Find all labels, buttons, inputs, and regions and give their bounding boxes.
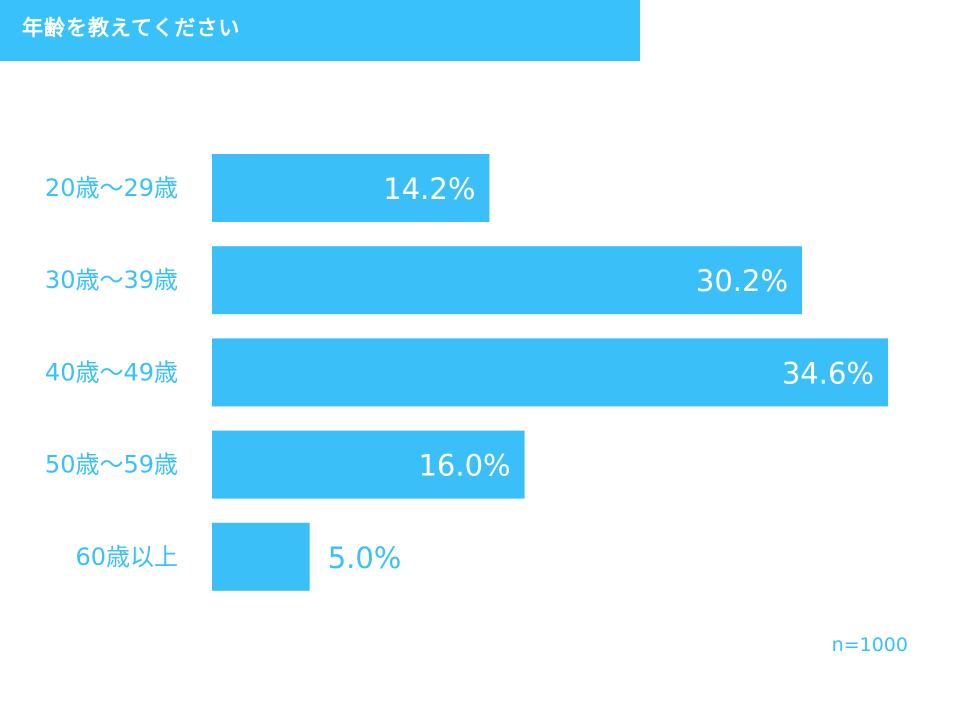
category-label-2: 30歳〜39歳 [45, 266, 178, 294]
value-label-3: 34.6% [782, 356, 874, 390]
value-label-4: 16.0% [418, 449, 510, 483]
category-label-1: 20歳〜29歳 [45, 174, 178, 202]
sample-size-note: n=1000 [831, 634, 908, 656]
bar-2 [212, 246, 803, 315]
bar-3 [212, 338, 888, 407]
category-label-5: 60歳以上 [75, 543, 178, 571]
title-bar: 年齢を教えてください [0, 0, 640, 61]
bar-4 [212, 430, 525, 499]
value-label-2: 30.2% [696, 264, 788, 298]
value-label-1: 14.2% [383, 172, 475, 206]
category-label-4: 50歳〜59歳 [45, 451, 178, 479]
value-label-5: 5.0% [328, 541, 402, 575]
bar-1 [212, 154, 490, 222]
category-label-3: 40歳〜49歳 [45, 358, 178, 386]
page-title: 年齢を教えてください [22, 16, 241, 40]
bar-5 [212, 522, 310, 591]
